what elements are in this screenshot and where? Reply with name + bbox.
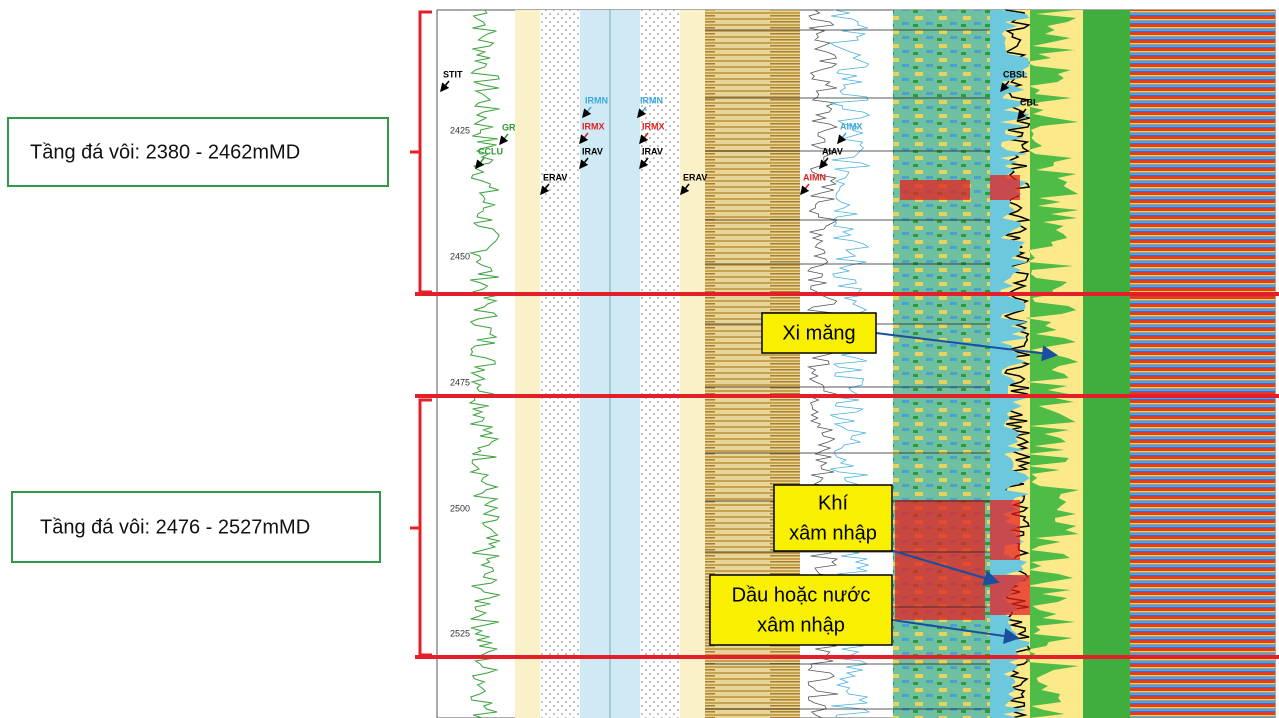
- track-label: CCLU: [478, 146, 503, 156]
- track: [540, 10, 580, 718]
- track-label: IRMX: [642, 121, 665, 131]
- callout-text: Xi măng: [782, 322, 855, 344]
- track-label: IRMN: [585, 95, 608, 105]
- depth-label: 2500: [450, 503, 470, 513]
- zone-label: Tầng đá vôi: 2476 - 2527mMD: [40, 516, 310, 538]
- gas-zone: [900, 180, 970, 200]
- track-label: IRAV: [582, 146, 603, 156]
- depth-label: 2525: [450, 628, 470, 638]
- gas-zone: [895, 500, 985, 620]
- track-label: AIMN: [803, 172, 826, 182]
- depth-label: 2475: [450, 377, 470, 387]
- track-label: ERAV: [543, 172, 567, 182]
- track-label: IRMX: [582, 121, 605, 131]
- track-label: GR: [502, 122, 516, 132]
- callout-text: Dầu hoặc nước: [732, 584, 871, 606]
- track: [1130, 10, 1275, 718]
- track-label: AIMX: [840, 121, 863, 131]
- track: [680, 10, 705, 718]
- track-label: AIAV: [822, 146, 843, 156]
- track-label: CBL: [1020, 97, 1039, 107]
- depth-label: 2450: [450, 251, 470, 261]
- track-label: IRMN: [640, 95, 663, 105]
- bracket: [410, 12, 432, 292]
- track: [515, 10, 540, 718]
- page: Tầng đá vôi: 2380 - 2462mMD Tầng đá vôi:…: [0, 0, 1279, 718]
- callout-text: Khí: [818, 492, 848, 514]
- callout-text: xâm nhập: [757, 614, 845, 636]
- callout-text: xâm nhập: [789, 522, 877, 544]
- track-label: STIT: [443, 69, 463, 79]
- zone-label: Tầng đá vôi: 2380 - 2462mMD: [30, 141, 300, 163]
- track-label: IRAV: [642, 146, 663, 156]
- track-label: CBSL: [1003, 69, 1028, 79]
- track: [1083, 10, 1130, 718]
- gas-zone: [990, 500, 1020, 560]
- depth-label: 2425: [450, 125, 470, 135]
- track: [640, 10, 680, 718]
- bracket: [410, 400, 432, 655]
- gas-zone: [990, 175, 1020, 200]
- track-label: ERAV: [683, 172, 707, 182]
